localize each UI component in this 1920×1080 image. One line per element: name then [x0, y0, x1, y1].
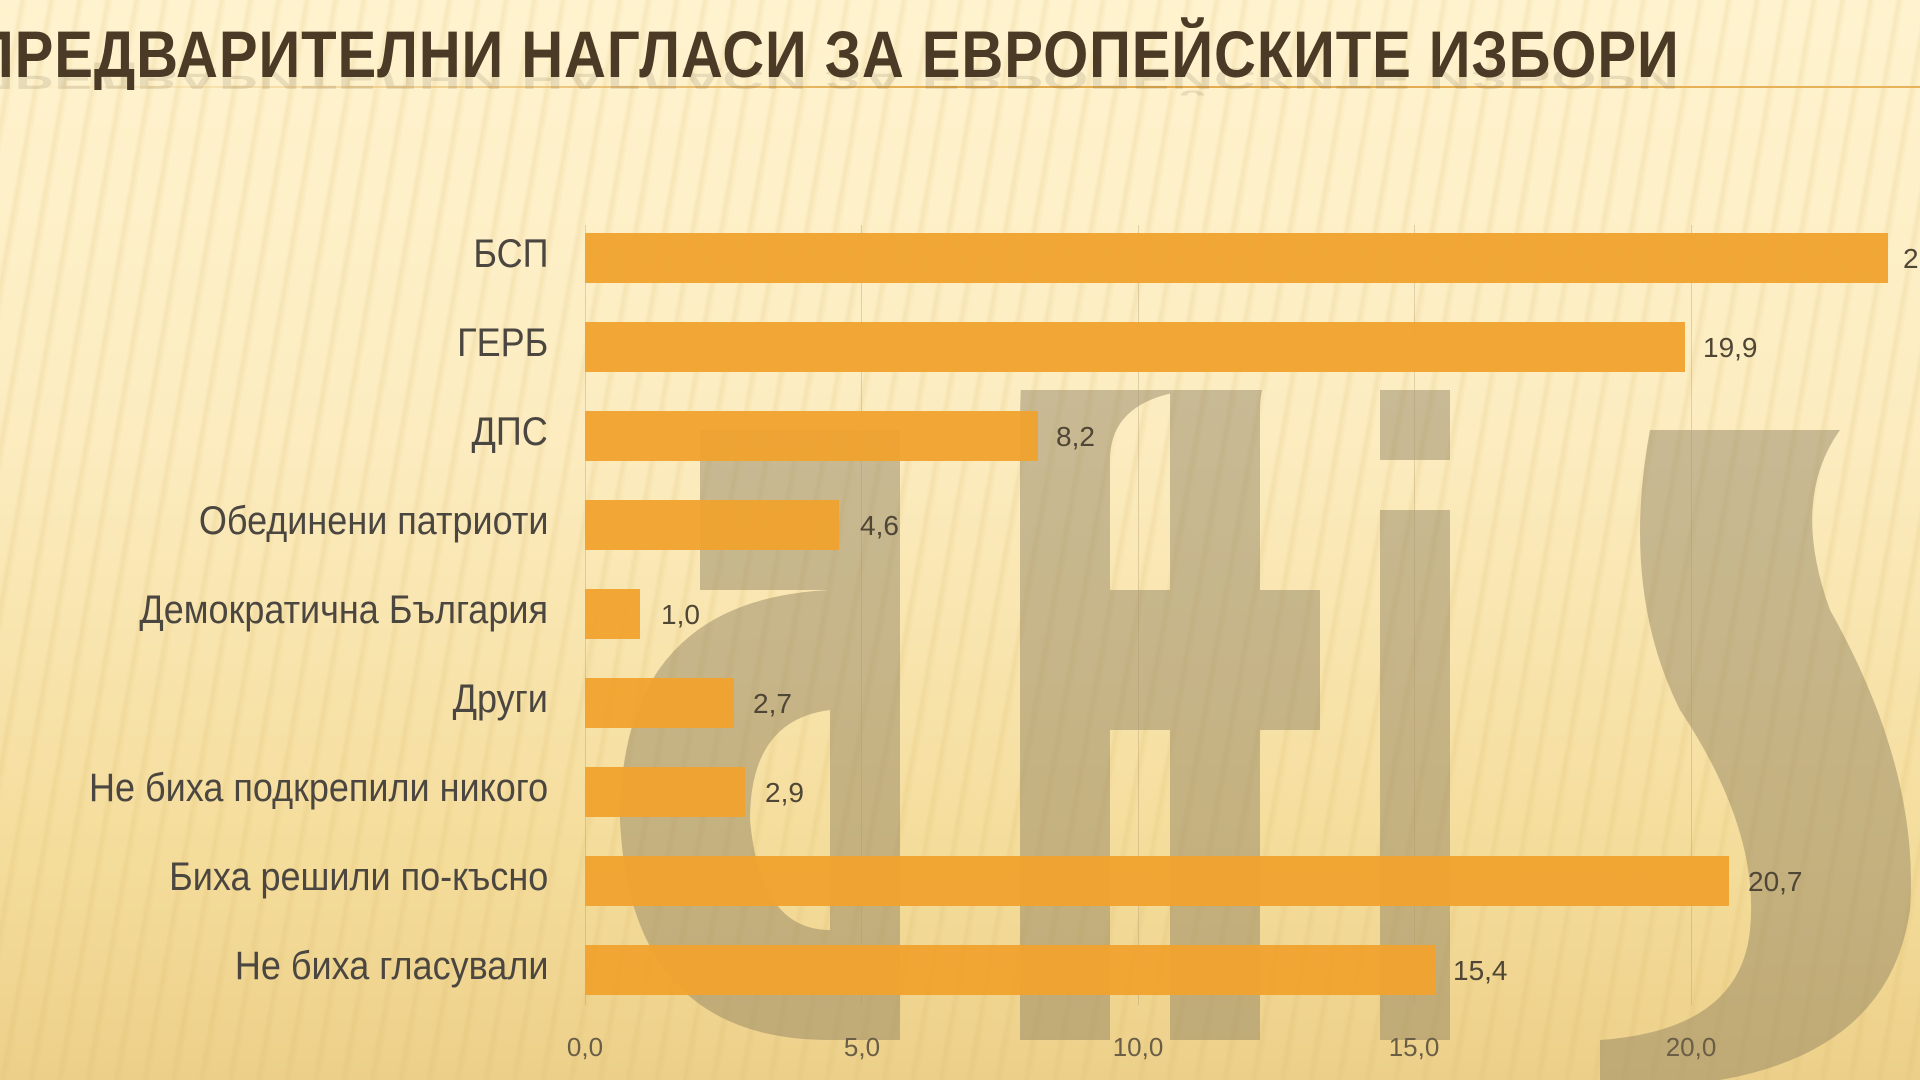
- gridline-15: [1414, 225, 1415, 1005]
- bar-united-patriots: [585, 500, 839, 550]
- slide-title-reflection: ПРЕДВАРИТЕЛНИ НАГЛАСИ ЗА ЕВРОПЕЙСКИТЕ ИЗ…: [0, 62, 1680, 96]
- bar-dps: [585, 411, 1038, 461]
- category-label-dps: ДПС: [471, 410, 548, 454]
- bar-value-bsp: 2: [1903, 243, 1919, 274]
- category-label-decide-later: Биха решили по-късно: [168, 855, 548, 899]
- category-label-bsp: БСП: [472, 232, 548, 276]
- gridline-20: [1691, 225, 1692, 1005]
- bar-value-united-patriots: 4,6: [860, 510, 899, 541]
- gridline-10: [1138, 225, 1139, 1005]
- bar-value-would-not-vote: 15,4: [1453, 955, 1508, 986]
- x-tick-10: 10,0: [1112, 1032, 1164, 1062]
- category-label-would-not-vote: Не биха гласували: [234, 944, 548, 988]
- plot-area: 2 19,9 8,2 4,6 1,0 2,7 2,9 20,7 15,4: [585, 225, 1920, 1005]
- bar-decide-later: [585, 856, 1729, 906]
- bar-bsp: [585, 233, 1888, 283]
- bar-value-decide-later: 20,7: [1748, 866, 1803, 897]
- slide-title: ПРЕДВАРИТЕЛНИ НАГЛАСИ ЗА ЕВРОПЕЙСКИТЕ ИЗ…: [0, 17, 1680, 91]
- bar-value-gerb: 19,9: [1703, 332, 1758, 363]
- bar-value-others: 2,7: [753, 688, 792, 719]
- x-tick-15: 15,0: [1388, 1032, 1440, 1062]
- gridline-5: [861, 225, 862, 1005]
- bar-value-democratic-bulgaria: 1,0: [661, 599, 700, 630]
- bar-value-no-one: 2,9: [765, 777, 804, 808]
- x-tick-0: 0,0: [566, 1032, 604, 1062]
- title-underline: [0, 86, 1920, 88]
- category-label-others: Други: [452, 677, 548, 721]
- category-label-no-one: Не биха подкрепили никого: [88, 766, 548, 810]
- x-tick-5: 5,0: [843, 1032, 881, 1062]
- bar-would-not-vote: [585, 945, 1436, 995]
- bar-others: [585, 678, 734, 728]
- bar-value-dps: 8,2: [1056, 421, 1095, 452]
- bar-no-one: [585, 767, 745, 817]
- bar-gerb: [585, 322, 1685, 372]
- category-label-democratic-bulgaria: Демократична България: [139, 588, 548, 632]
- category-label-gerb: ГЕРБ: [456, 321, 548, 365]
- category-label-united-patriots: Обединени патриоти: [198, 499, 548, 543]
- bar-democratic-bulgaria: [585, 589, 640, 639]
- x-tick-20: 20,0: [1665, 1032, 1717, 1062]
